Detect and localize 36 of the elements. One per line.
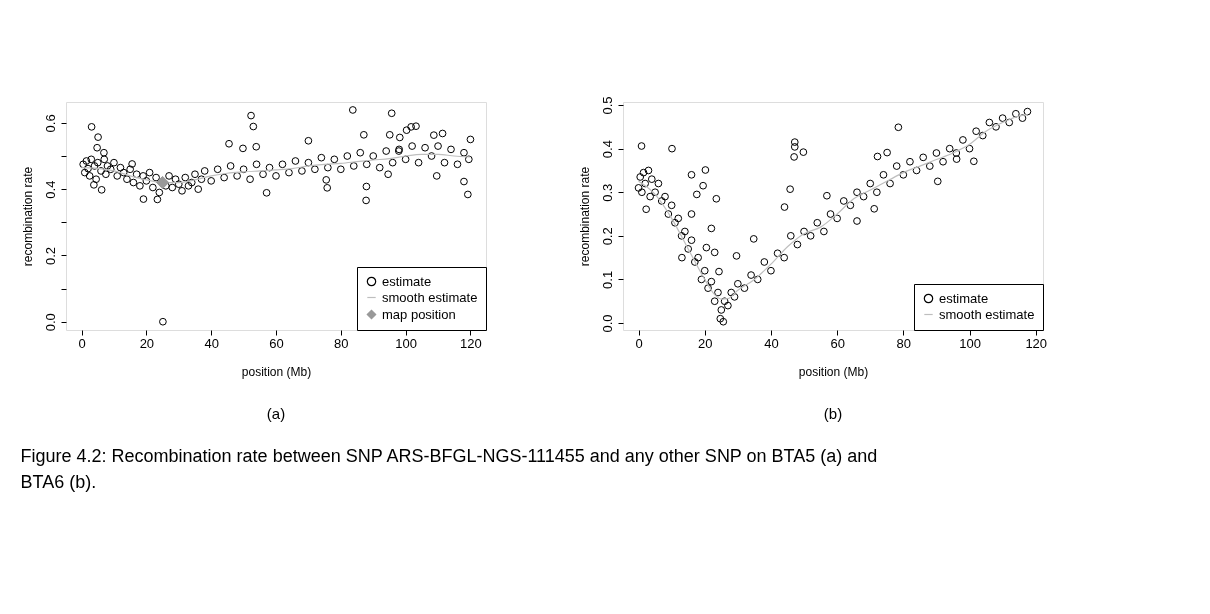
x-tick-label: 0 bbox=[78, 335, 86, 351]
y-tick-label: 0.4 bbox=[599, 140, 615, 159]
y-axis-title: recombination rate bbox=[20, 166, 35, 267]
legend-label: map position bbox=[382, 306, 456, 322]
text: (a) bbox=[266, 405, 286, 422]
y-tick-label: 0.5 bbox=[599, 96, 615, 115]
x-tick-label: 60 bbox=[269, 335, 284, 351]
y-tick-label: 0.2 bbox=[599, 227, 615, 246]
y-tick-label: 0.4 bbox=[42, 180, 58, 199]
x-tick-label: 80 bbox=[334, 335, 349, 351]
x-tick-label: 120 bbox=[460, 335, 482, 351]
caption: Figure 4.2: Recombination rate between SNP ARS-BFGL-NGS-111455 and any other SNP on BTA5 (a) and BTA6 (b). bbox=[20, 445, 878, 492]
x-tick-label: 20 bbox=[139, 335, 155, 351]
x-tick-label: 80 bbox=[896, 335, 912, 351]
y-axis-title: recombination rate bbox=[577, 166, 592, 267]
text: (b) bbox=[823, 405, 843, 422]
y-tick-label: 0.0 bbox=[42, 313, 58, 332]
y-tick-label: 0.3 bbox=[599, 183, 615, 202]
x-tick-label: 40 bbox=[764, 335, 779, 351]
y-tick-label: 0.2 bbox=[42, 246, 58, 265]
x-tick-label: 100 bbox=[959, 335, 981, 351]
y-tick-label: 0.0 bbox=[599, 314, 615, 333]
x-tick-label: 60 bbox=[830, 335, 845, 351]
x-tick-label: 40 bbox=[204, 335, 219, 351]
x-tick-label: 120 bbox=[1025, 335, 1048, 351]
x-tick-label: 100 bbox=[395, 335, 417, 351]
y-tick-label: 0.1 bbox=[599, 270, 615, 289]
x-axis-title: position (Mb) bbox=[241, 364, 312, 379]
y-tick-label: 0.6 bbox=[42, 114, 58, 133]
x-axis-title: position (Mb) bbox=[798, 364, 869, 379]
legend-label: smooth estimate bbox=[382, 289, 478, 305]
legend-label: smooth estimate bbox=[939, 306, 1035, 322]
legend-label: estimate bbox=[382, 273, 432, 289]
legend-label: estimate bbox=[939, 290, 989, 306]
x-tick-label: 20 bbox=[698, 335, 713, 351]
x-tick-label: 0 bbox=[635, 335, 643, 351]
